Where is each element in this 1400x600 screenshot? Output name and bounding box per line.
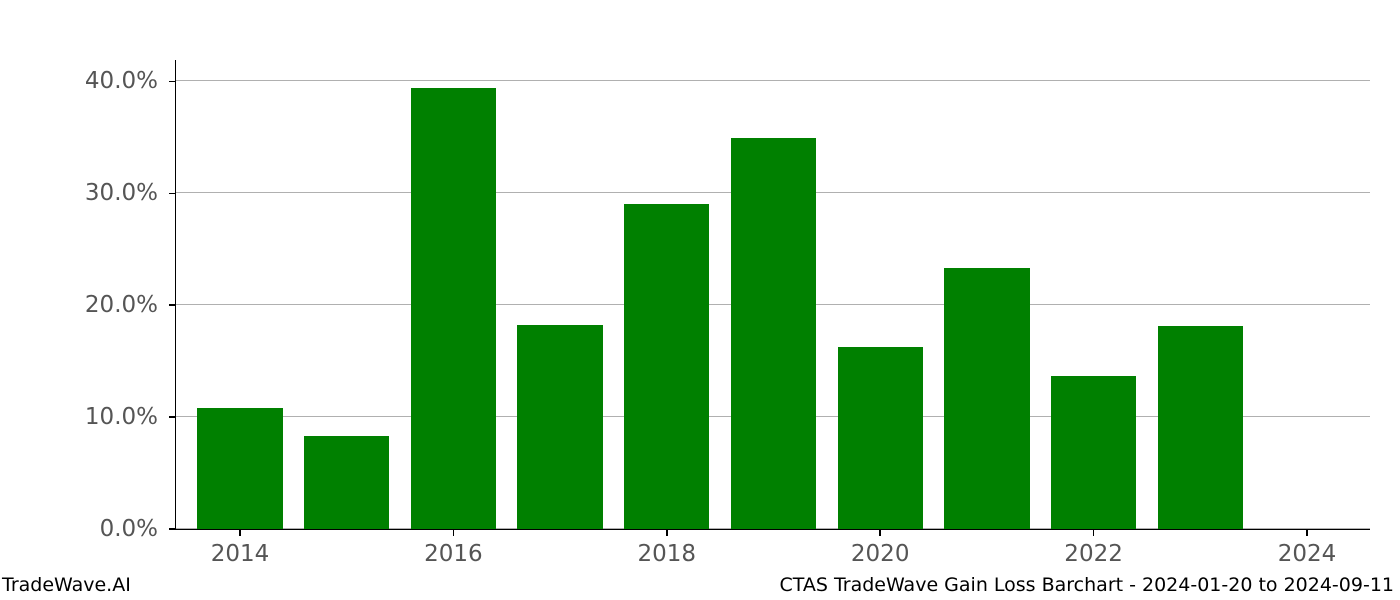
xtick-mark: [1306, 529, 1308, 536]
bar: [411, 88, 496, 529]
bar: [304, 436, 389, 529]
xtick-mark: [666, 529, 668, 536]
xtick-label: 2018: [638, 541, 697, 567]
ytick-mark: [169, 528, 176, 530]
bar: [731, 138, 816, 529]
ytick-label: 30.0%: [85, 180, 158, 206]
footer-right-label: CTAS TradeWave Gain Loss Barchart - 2024…: [779, 574, 1394, 596]
ytick-mark: [169, 193, 176, 195]
ytick-label: 20.0%: [85, 292, 158, 318]
xtick-mark: [1093, 529, 1095, 536]
bar: [517, 325, 602, 529]
plot-area: 0.0%10.0%20.0%30.0%40.0%2014201620182020…: [175, 60, 1370, 530]
xtick-mark: [453, 529, 455, 536]
bar: [1158, 326, 1243, 529]
xtick-label: 2020: [851, 541, 910, 567]
xtick-label: 2022: [1064, 541, 1123, 567]
bar: [624, 204, 709, 529]
xtick-mark: [879, 529, 881, 536]
xtick-mark: [239, 529, 241, 536]
bar: [1051, 376, 1136, 529]
footer-left-label: TradeWave.AI: [2, 574, 131, 596]
ytick-mark: [169, 416, 176, 418]
xtick-label: 2016: [424, 541, 483, 567]
ytick-mark: [169, 81, 176, 83]
gridline: [176, 80, 1370, 81]
xtick-label: 2014: [211, 541, 270, 567]
bar: [944, 268, 1029, 529]
ytick-label: 40.0%: [85, 68, 158, 94]
ytick-label: 0.0%: [100, 516, 158, 542]
xtick-label: 2024: [1278, 541, 1337, 567]
bar: [838, 347, 923, 529]
ytick-mark: [169, 304, 176, 306]
chart-container: 0.0%10.0%20.0%30.0%40.0%2014201620182020…: [175, 60, 1370, 530]
bar: [197, 408, 282, 529]
ytick-label: 10.0%: [85, 404, 158, 430]
